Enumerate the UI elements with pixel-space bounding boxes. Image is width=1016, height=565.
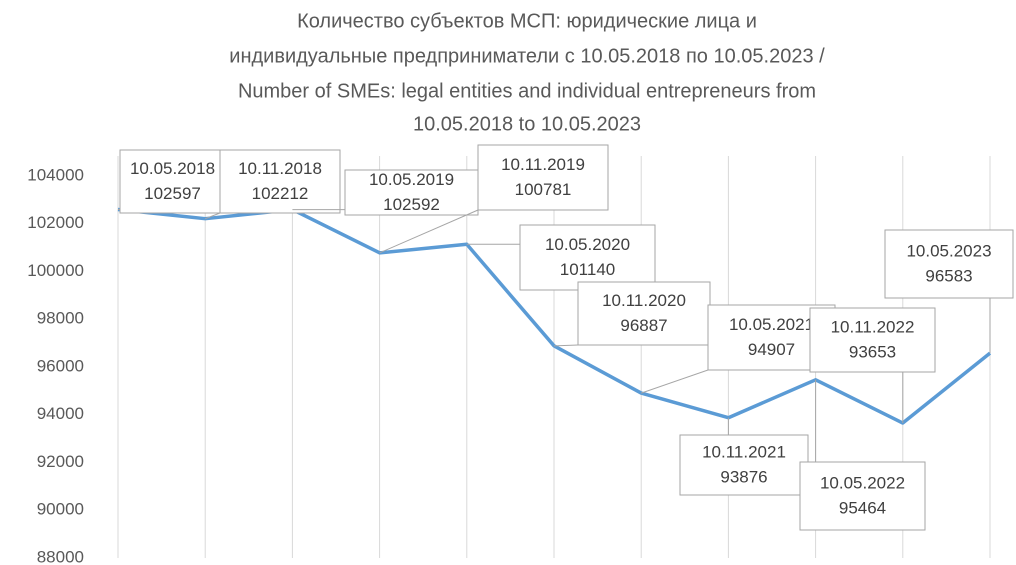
data-label: 10.05.2022 95464 xyxy=(820,473,905,517)
leader-line xyxy=(641,369,709,394)
data-label: 10.05.2021 94907 xyxy=(729,315,814,359)
y-tick-label: 102000 xyxy=(27,213,84,232)
label-box xyxy=(519,224,656,291)
y-tick-label: 96000 xyxy=(37,356,84,375)
data-label-value: 95464 xyxy=(839,498,886,517)
data-label-date: 10.11.2018 xyxy=(238,159,322,178)
data-label: 10.05.2020 101140 xyxy=(545,235,630,279)
y-tick-label: 98000 xyxy=(37,309,84,328)
data-label-date: 10.11.2019 xyxy=(501,155,585,174)
title-line: Количество субъектов МСП: юридические ли… xyxy=(297,10,757,32)
data-label-date: 10.11.2020 xyxy=(602,291,686,310)
data-label-value: 94907 xyxy=(748,340,795,359)
y-tick-label: 90000 xyxy=(37,500,84,519)
label-box xyxy=(344,169,479,216)
data-label-value: 96887 xyxy=(620,316,667,335)
data-label: 10.11.2020 96887 xyxy=(602,291,686,335)
data-label-value: 101140 xyxy=(560,260,615,279)
data-label: 10.11.2021 93876 xyxy=(702,442,786,486)
y-tick-label: 94000 xyxy=(37,404,84,423)
data-label-date: 10.05.2022 xyxy=(820,473,905,492)
title-line: 10.05.2018 to 10.05.2023 xyxy=(413,113,641,135)
data-label-value: 93653 xyxy=(849,342,896,361)
chart-title: Количество субъектов МСП: юридические ли… xyxy=(229,10,825,135)
data-label-date: 10.05.2019 xyxy=(369,170,454,189)
data-label: 10.05.2018 102597 xyxy=(130,159,215,203)
data-label-value: 100781 xyxy=(515,180,572,199)
y-tick-label: 92000 xyxy=(37,452,84,471)
y-tick-label: 88000 xyxy=(37,547,84,565)
label-box xyxy=(577,281,711,346)
data-label-date: 10.05.2018 xyxy=(130,159,215,178)
title-line: Number of SMEs: legal entities and indiv… xyxy=(238,80,816,102)
title-line: индивидуальные предприниматели с 10.05.2… xyxy=(229,45,825,67)
label-box xyxy=(884,229,1014,299)
data-label-date: 10.11.2021 xyxy=(702,442,786,461)
label-box xyxy=(119,149,226,214)
data-label-value: 93876 xyxy=(720,467,767,486)
data-label: 10.05.2023 96583 xyxy=(906,241,991,285)
label-box xyxy=(799,461,926,531)
data-label-value: 102592 xyxy=(383,195,440,214)
data-label-date: 10.05.2023 xyxy=(906,241,991,260)
data-label-date: 10.05.2020 xyxy=(545,235,630,254)
label-box xyxy=(809,307,936,373)
data-label-value: 96583 xyxy=(925,266,972,285)
label-box xyxy=(219,149,341,214)
data-label: 10.11.2018 102212 xyxy=(238,159,322,203)
label-box xyxy=(477,144,609,211)
data-label-date: 10.11.2022 xyxy=(831,317,915,336)
leader-line xyxy=(553,344,579,347)
y-tick-label: 100000 xyxy=(27,261,84,280)
data-label: 10.11.2022 93653 xyxy=(831,317,915,361)
leader-line xyxy=(379,209,479,254)
data-label: 10.05.2019 102592 xyxy=(369,170,454,214)
leader-line xyxy=(205,212,221,220)
data-label-value: 102212 xyxy=(252,184,309,203)
y-tick-label: 104000 xyxy=(27,165,84,184)
data-label: 10.11.2019 100781 xyxy=(501,155,585,199)
data-label-value: 102597 xyxy=(144,184,201,203)
label-box xyxy=(679,434,809,496)
data-label-date: 10.05.2021 xyxy=(729,315,814,334)
